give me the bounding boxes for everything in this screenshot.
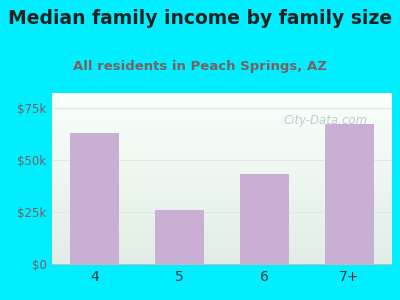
- Bar: [70, 133, 119, 264]
- Text: Median family income by family size: Median family income by family size: [8, 9, 392, 28]
- Text: All residents in Peach Springs, AZ: All residents in Peach Springs, AZ: [73, 60, 327, 73]
- Bar: [240, 174, 289, 264]
- Text: City-Data.com: City-Data.com: [283, 113, 367, 127]
- Bar: [325, 124, 374, 264]
- Bar: [155, 210, 204, 264]
